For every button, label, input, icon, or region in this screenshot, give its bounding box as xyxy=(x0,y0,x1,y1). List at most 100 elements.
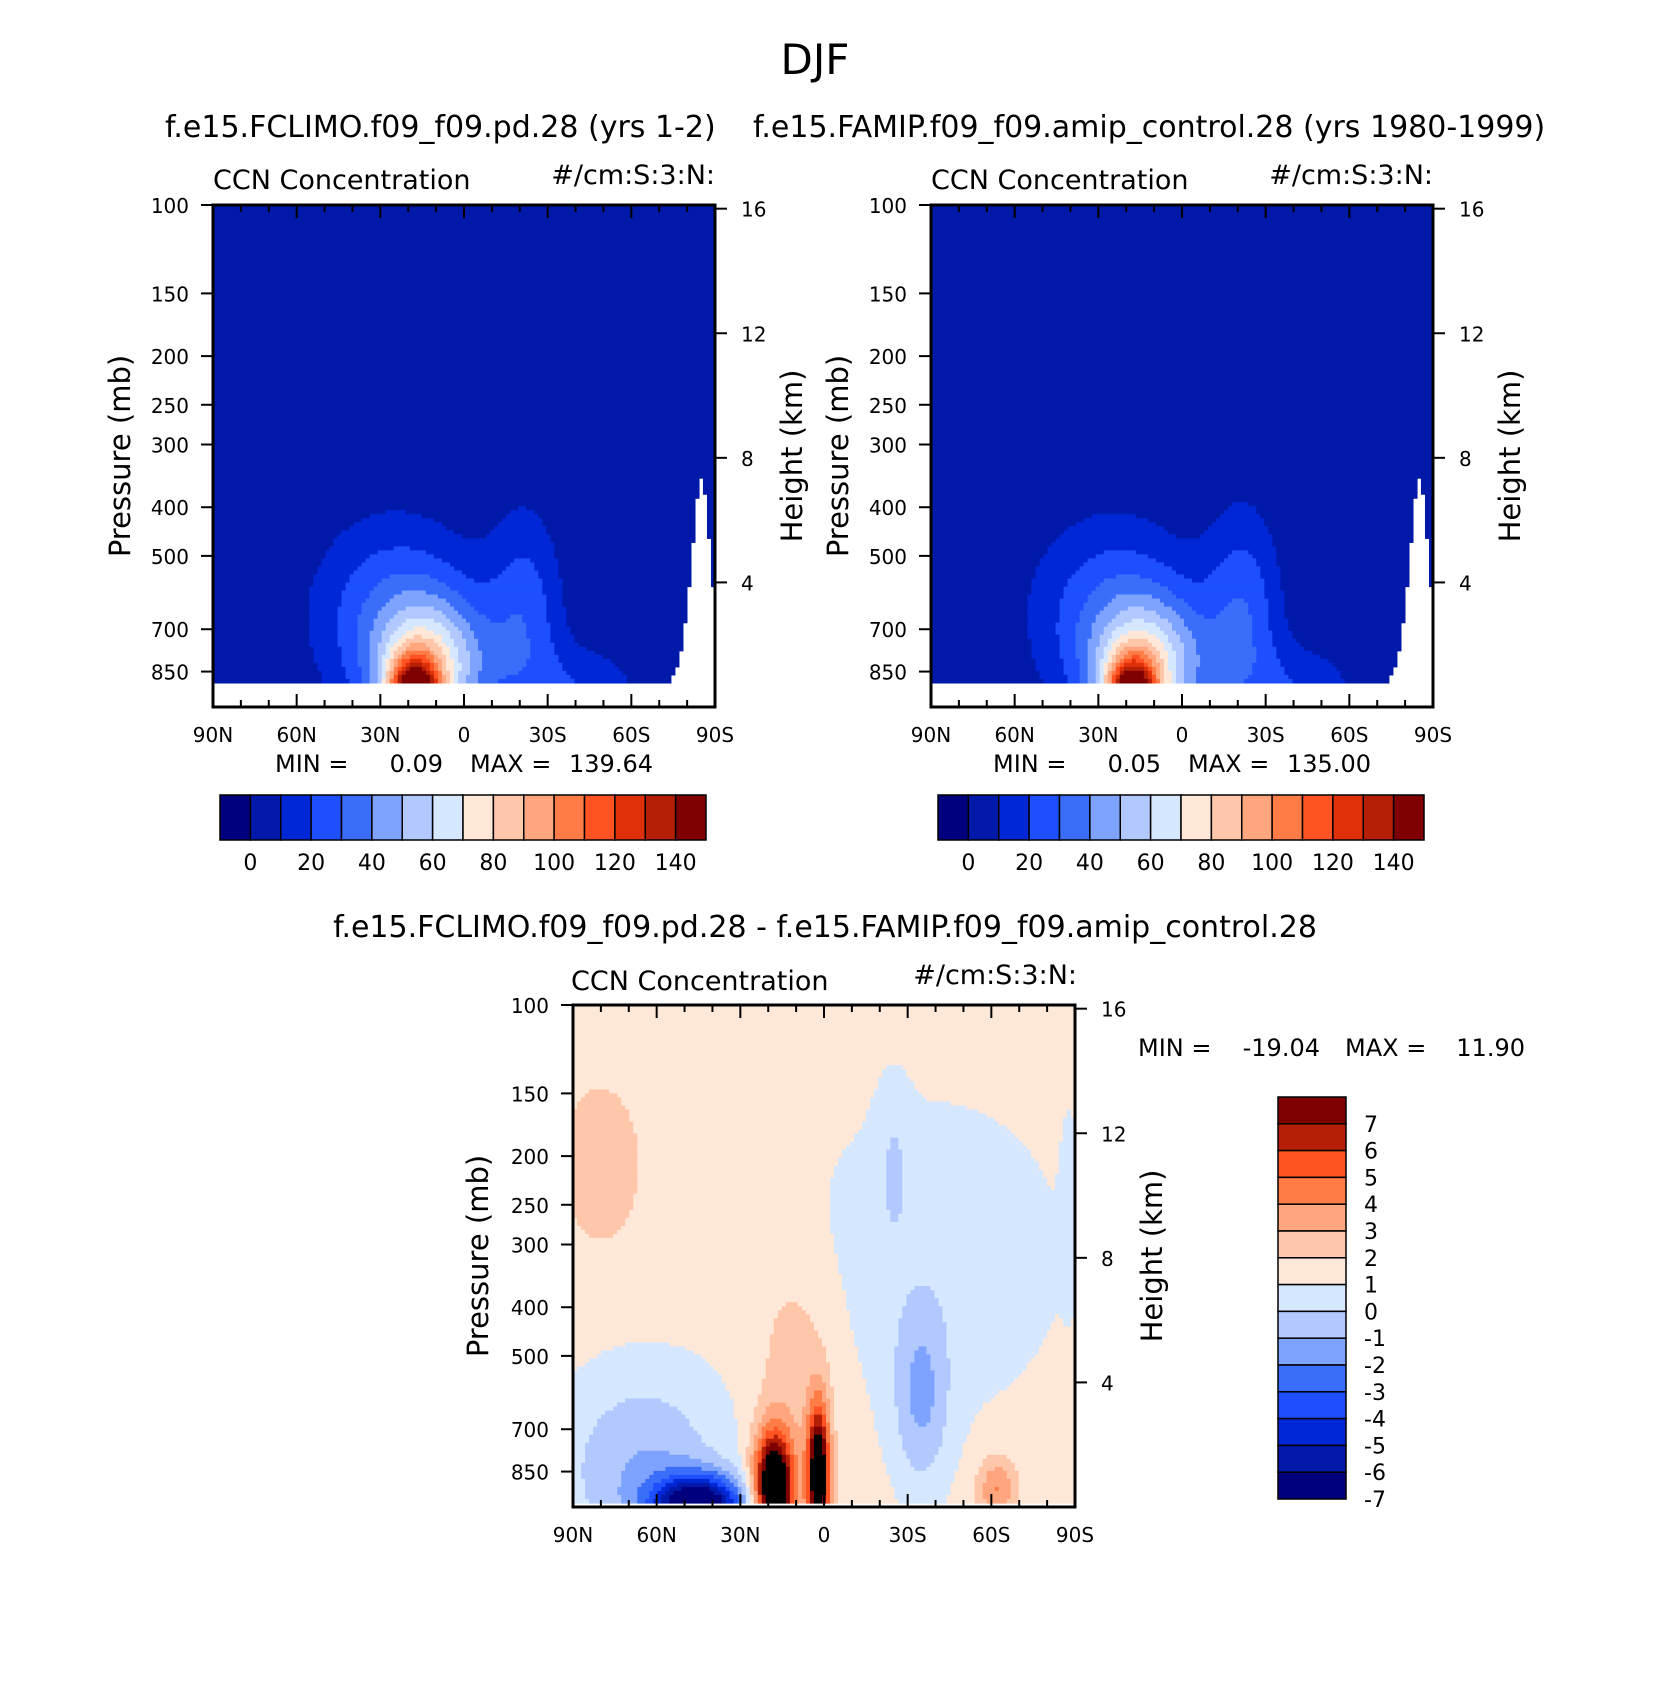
contour-cell xyxy=(942,1318,1056,1323)
contour-cell xyxy=(585,1093,618,1098)
contour-cell xyxy=(385,662,391,668)
contour-cell xyxy=(1079,618,1097,624)
contour-cell xyxy=(826,1490,831,1496)
contour-cell xyxy=(573,1073,883,1078)
contour-cell xyxy=(931,325,1433,331)
colorbar-swatch xyxy=(583,794,616,841)
contour-cell xyxy=(1103,626,1117,632)
contour-cell xyxy=(931,277,1433,282)
contour-cell xyxy=(1212,522,1265,527)
contour-cell xyxy=(725,1382,763,1388)
contour-cell xyxy=(369,678,379,684)
contour-cell xyxy=(429,678,435,684)
contour-cell xyxy=(1127,630,1149,636)
contour-cell xyxy=(573,1366,578,1372)
contour-cell xyxy=(1091,590,1173,596)
contour-cell xyxy=(834,1237,1075,1243)
contour-cell xyxy=(821,1390,827,1396)
panel-b-left-label: CCN Concentration xyxy=(931,165,1189,196)
contour-cell xyxy=(441,650,451,656)
contour-cell xyxy=(625,1398,662,1404)
contour-cell xyxy=(573,1045,1075,1050)
contour-cell xyxy=(585,1494,622,1500)
contour-cell xyxy=(830,1213,891,1219)
contour-cell xyxy=(986,1454,1008,1460)
contour-cell xyxy=(357,642,371,648)
contour-cell xyxy=(970,1426,1075,1432)
contour-cell xyxy=(942,1314,1056,1319)
contour-cell xyxy=(733,1462,743,1468)
contour-cell xyxy=(573,1233,590,1239)
contour-cell xyxy=(846,1145,891,1151)
contour-cell xyxy=(950,1101,1075,1106)
contour-cell xyxy=(457,590,543,596)
contour-cell xyxy=(1200,662,1253,668)
contour-cell xyxy=(633,1121,863,1127)
contour-cell xyxy=(834,1458,839,1464)
contour-cell xyxy=(1208,526,1269,531)
contour-cell xyxy=(1115,678,1121,684)
contour-cell xyxy=(926,1346,948,1351)
contour-cell xyxy=(213,490,700,495)
contour-cell xyxy=(1115,662,1121,668)
contour-cell xyxy=(1424,498,1433,503)
contour-cell xyxy=(974,1478,988,1484)
contour-cell xyxy=(1155,654,1161,660)
contour-cell xyxy=(710,582,715,588)
contour-cell xyxy=(1058,1169,1075,1175)
contour-cell xyxy=(538,574,559,580)
contour-cell xyxy=(1067,674,1081,680)
contour-cell xyxy=(1127,638,1149,644)
contour-cell xyxy=(1047,546,1277,551)
contour-cell xyxy=(706,506,715,511)
panel-a-y-axis-label: Pressure (mb) xyxy=(103,355,137,557)
contour-cell xyxy=(709,1486,719,1492)
contour-cell xyxy=(826,1426,831,1432)
contour-cell xyxy=(706,530,715,535)
contour-cell xyxy=(886,1169,903,1175)
contour-cell xyxy=(213,425,715,431)
contour-cell xyxy=(834,1450,839,1456)
contour-cell xyxy=(470,650,483,656)
contour-cell xyxy=(397,666,403,672)
contour-cell xyxy=(958,1458,984,1464)
contour-cell xyxy=(1184,674,1197,680)
contour-cell xyxy=(946,1342,1044,1347)
contour-cell xyxy=(466,674,479,680)
contour-cell xyxy=(661,1398,735,1404)
contour-cell xyxy=(1151,594,1177,600)
contour-cell xyxy=(478,642,531,648)
contour-cell xyxy=(581,1470,622,1476)
contour-cell xyxy=(950,1382,1012,1388)
contour-cell xyxy=(834,1470,839,1476)
contour-cell xyxy=(1284,594,1406,600)
contour-cell xyxy=(478,670,519,676)
contour-cell xyxy=(213,361,715,367)
contour-cell xyxy=(1006,1470,1020,1476)
contour-cell xyxy=(785,1474,791,1480)
contour-cell xyxy=(761,1426,775,1432)
contour-cell xyxy=(1244,678,1294,684)
contour-cell xyxy=(821,1394,827,1400)
contour-cell xyxy=(898,1498,948,1504)
contour-cell xyxy=(637,1133,855,1139)
contour-cell xyxy=(830,1201,887,1207)
contour-cell xyxy=(781,1446,787,1452)
contour-cell xyxy=(1042,1169,1060,1175)
contour-cell xyxy=(213,241,715,246)
contour-cell xyxy=(1059,610,1081,616)
contour-cell xyxy=(809,1462,827,1468)
contour-cell xyxy=(1087,658,1097,664)
contour-cell xyxy=(510,562,535,568)
contour-cell xyxy=(834,1498,839,1504)
contour-cell xyxy=(1107,622,1125,628)
contour-cell xyxy=(213,522,355,527)
contour-cell xyxy=(621,1478,646,1484)
contour-cell xyxy=(931,297,1433,302)
contour-cell xyxy=(906,1450,940,1456)
contour-cell xyxy=(854,1330,899,1335)
contour-cell xyxy=(1163,602,1189,608)
contour-cell xyxy=(926,1466,960,1472)
contour-cell xyxy=(482,658,527,664)
colorbar-label: -3 xyxy=(1364,1381,1386,1406)
